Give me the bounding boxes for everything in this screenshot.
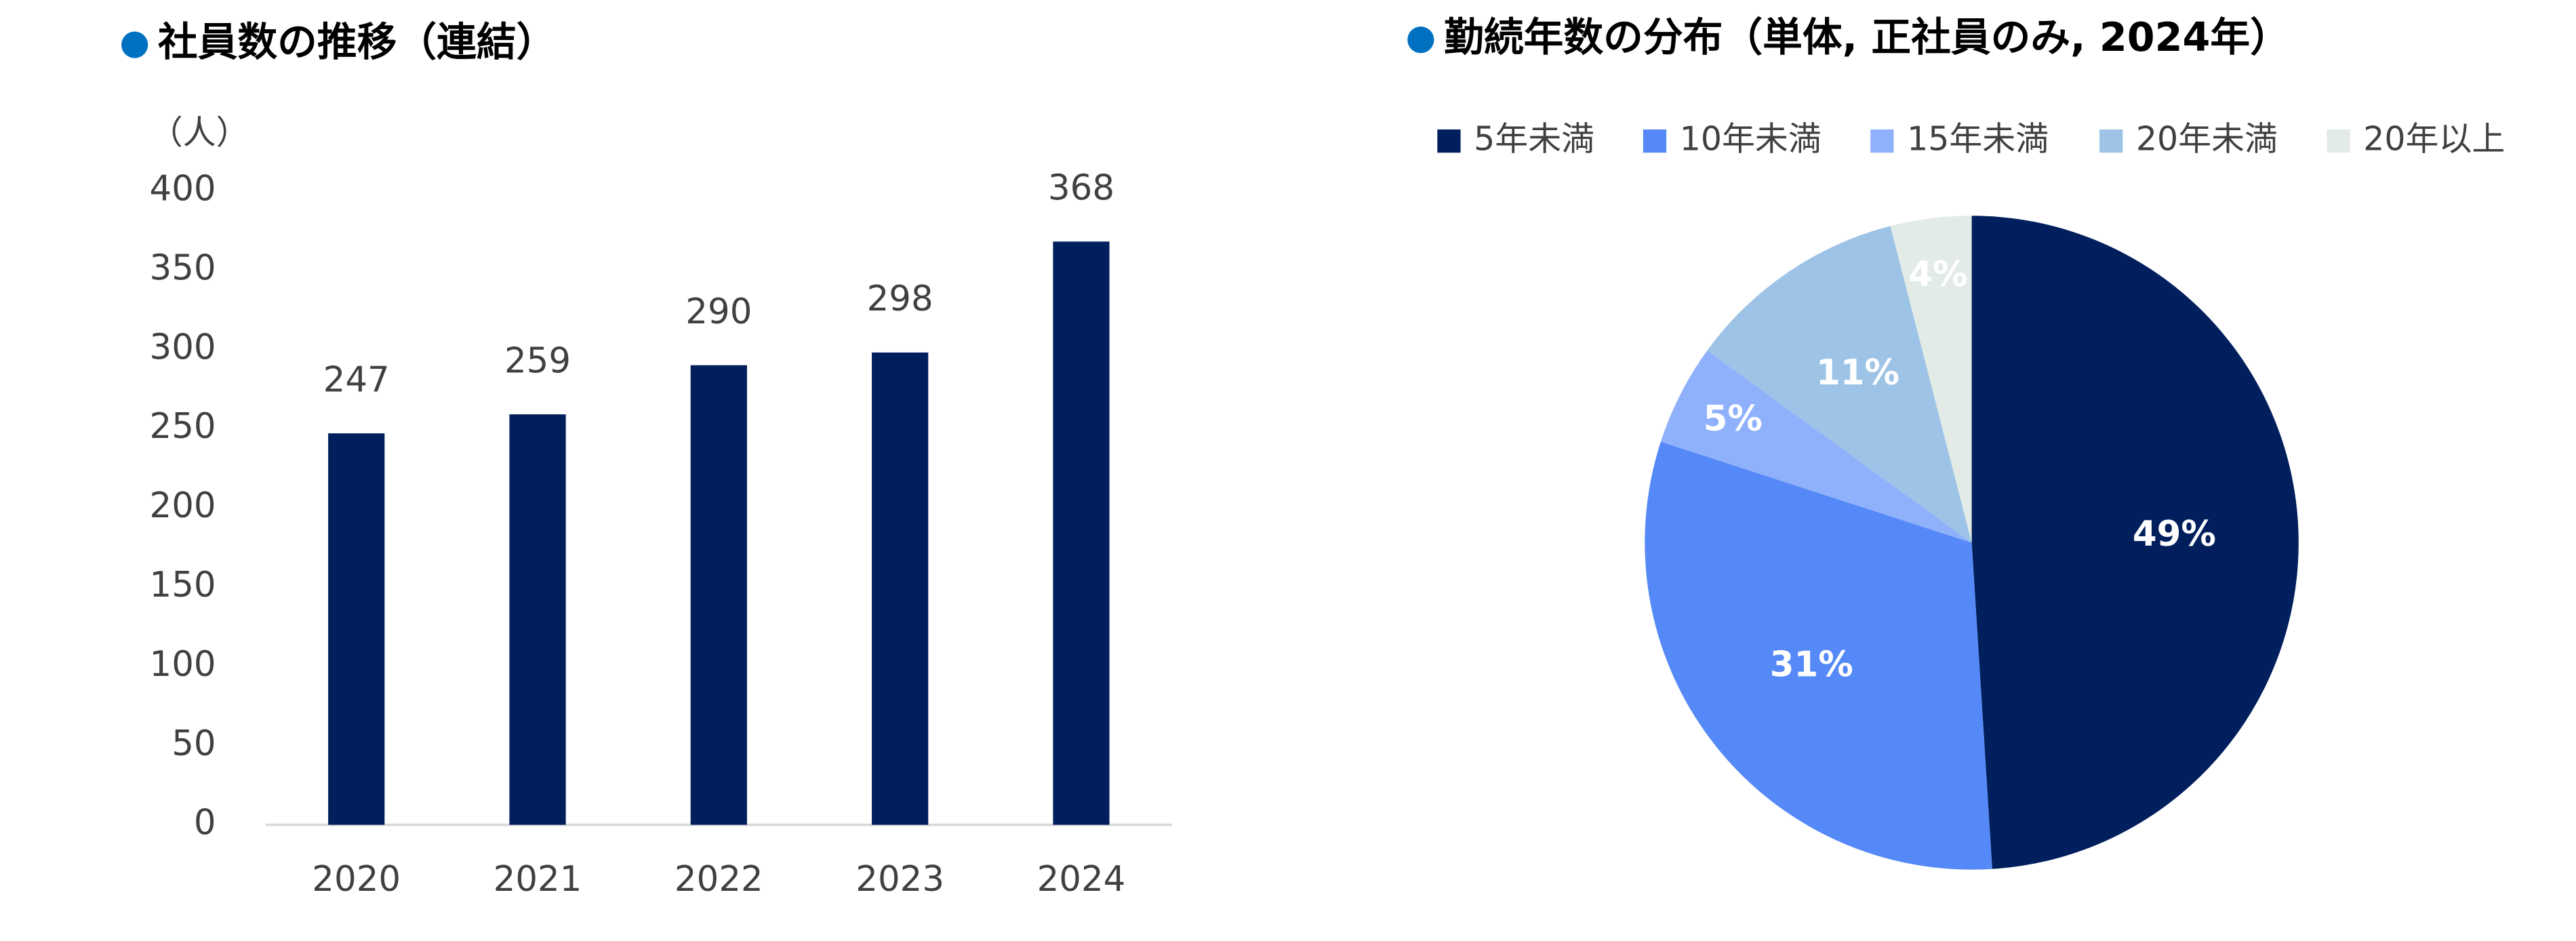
pie-slice: [1660, 351, 1972, 543]
y-tick-label: 0: [194, 803, 216, 843]
data-label: 4%: [1908, 254, 1967, 295]
legend-label: 5年未満: [1474, 120, 1594, 159]
y-tick-label: 250: [150, 406, 216, 447]
legend-swatch: [1643, 129, 1667, 153]
pie-slice: [1890, 216, 1972, 543]
legend-label: 15年未満: [1907, 120, 2049, 159]
data-label: 49%: [2133, 514, 2216, 555]
data-label: 11%: [1816, 353, 1899, 393]
legend-swatch: [1870, 129, 1894, 153]
chart-title: 社員数の推移（連結）: [158, 18, 557, 65]
data-label: 5%: [1704, 399, 1763, 439]
bar: [1053, 241, 1110, 825]
y-tick-label: 300: [150, 327, 216, 367]
legend-label: 20年未満: [2136, 120, 2278, 159]
legend-label: 10年未満: [1680, 120, 1822, 159]
value-label: 298: [867, 279, 933, 319]
legend-label: 20年以上: [2363, 120, 2505, 159]
bar: [872, 352, 929, 825]
x-tick-label: 2020: [312, 859, 401, 900]
value-label: 290: [685, 292, 752, 332]
title-bullet: [121, 31, 148, 58]
y-axis-label: （人）: [150, 113, 249, 152]
pie-slice: [1707, 226, 1972, 543]
x-tick-label: 2024: [1037, 859, 1126, 900]
value-label: 368: [1048, 167, 1114, 208]
pie-slice: [1645, 441, 1992, 870]
y-tick-label: 350: [150, 247, 216, 288]
y-tick-label: 100: [150, 644, 216, 685]
title-bullet: [1407, 26, 1434, 54]
bar: [690, 365, 747, 825]
legend-swatch: [1437, 129, 1461, 153]
legend-swatch: [2099, 129, 2123, 153]
bar: [509, 414, 566, 825]
y-tick-label: 150: [150, 565, 216, 605]
chart-title: 勤続年数の分布（単体, 正社員のみ, 2024年）: [1444, 14, 2290, 60]
bar: [328, 433, 385, 825]
pie-slice: [1971, 216, 2299, 869]
legend-swatch: [2327, 129, 2350, 153]
x-tick-label: 2022: [675, 859, 763, 900]
y-tick-label: 200: [150, 485, 216, 526]
x-tick-label: 2023: [856, 859, 944, 900]
data-label: 31%: [1770, 645, 1853, 685]
value-label: 259: [504, 340, 571, 381]
value-label: 247: [323, 359, 390, 400]
x-tick-label: 2021: [494, 859, 582, 900]
y-tick-label: 50: [172, 723, 216, 764]
y-tick-label: 400: [150, 169, 216, 209]
